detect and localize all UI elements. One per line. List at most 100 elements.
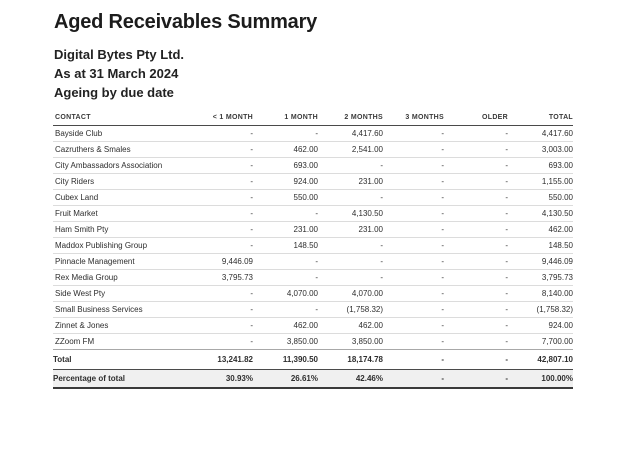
amount-cell: - (383, 253, 444, 270)
amount-cell: - (383, 221, 444, 238)
amount-cell: (1,758.32) (508, 301, 573, 318)
amount-cell: 924.00 (253, 173, 318, 190)
percentage-row: Percentage of total 30.93% 26.61% 42.46% - -1… (53, 369, 573, 389)
amount-cell: - (383, 285, 444, 302)
table-row: ZZoom FM -3,850.00 3,850.00- -7,700.00 (53, 333, 573, 350)
amount-cell: - (444, 221, 508, 238)
receivables-table: CONTACT < 1 MONTH 1 MONTH 2 MONTHS 3 MONTHS O… (53, 110, 573, 389)
amount-cell: - (383, 205, 444, 222)
amount-cell: - (383, 349, 444, 370)
amount-cell: - (193, 189, 253, 206)
column-header: TOTAL (508, 110, 573, 126)
amount-cell: - (444, 173, 508, 190)
table-row: Rex Media Group 3,795.73- - - -3,795.73 (53, 269, 573, 286)
amount-cell: - (193, 205, 253, 222)
column-header: OLDER (444, 110, 508, 126)
column-header: 1 MONTH (253, 110, 318, 126)
amount-cell: - (193, 157, 253, 174)
contact-name: Ham Smith Pty (53, 221, 193, 238)
report-title: Aged Receivables Summary (54, 11, 318, 33)
amount-cell: 148.50 (253, 237, 318, 254)
amount-cell: 550.00 (253, 189, 318, 206)
amount-cell: - (444, 301, 508, 318)
contact-name: Small Business Services (53, 301, 193, 318)
amount-cell: 42,807.10 (508, 349, 573, 370)
amount-cell: 462.00 (318, 317, 383, 334)
amount-cell: - (383, 173, 444, 190)
amount-cell: 4,070.00 (253, 285, 318, 302)
amount-cell: - (383, 157, 444, 174)
table-row: Cazruthers & Smales -462.00 2,541.00- -3,00… (53, 141, 573, 158)
amount-cell: 9,446.09 (508, 253, 573, 270)
contact-name: City Riders (53, 173, 193, 190)
amount-cell: - (383, 269, 444, 286)
amount-cell: - (444, 141, 508, 158)
amount-cell: 11,390.50 (253, 349, 318, 370)
amount-cell: - (444, 285, 508, 302)
amount-cell: - (193, 221, 253, 238)
amount-cell: 3,795.73 (508, 269, 573, 286)
report-as-at-date: As at 31 March 2024 (54, 66, 179, 81)
amount-cell: - (383, 141, 444, 158)
report-page: Aged Receivables Summary Digital Bytes P… (53, 10, 573, 389)
contact-name: Maddox Publishing Group (53, 237, 193, 254)
amount-cell: - (253, 301, 318, 318)
amount-cell: 42.46% (318, 369, 383, 389)
amount-cell: 4,130.50 (318, 205, 383, 222)
percentage-label: Percentage of total (53, 369, 193, 389)
amount-cell: 4,130.50 (508, 205, 573, 222)
amount-cell: - (444, 349, 508, 370)
contact-name: ZZoom FM (53, 333, 193, 350)
amount-cell: 462.00 (253, 317, 318, 334)
amount-cell: - (318, 237, 383, 254)
amount-cell: - (383, 317, 444, 334)
amount-cell: 3,003.00 (508, 141, 573, 158)
amount-cell: - (318, 189, 383, 206)
amount-cell: - (383, 301, 444, 318)
column-header-contact: CONTACT (53, 110, 193, 126)
table-row: Fruit Market - -4,130.50- -4,130.50 (53, 205, 573, 222)
table-footer: Total 13,241.82 11,390.50 18,174.78- -42,807… (53, 349, 573, 389)
column-header: < 1 MONTH (193, 110, 253, 126)
amount-cell: - (318, 253, 383, 270)
total-row: Total 13,241.82 11,390.50 18,174.78- -42,807… (53, 349, 573, 370)
amount-cell: - (444, 237, 508, 254)
amount-cell: - (444, 253, 508, 270)
amount-cell: 231.00 (253, 221, 318, 238)
amount-cell: - (444, 125, 508, 142)
amount-cell: 1,155.00 (508, 173, 573, 190)
amount-cell: - (444, 333, 508, 350)
amount-cell: 4,070.00 (318, 285, 383, 302)
amount-cell: 462.00 (253, 141, 318, 158)
amount-cell: 2,541.00 (318, 141, 383, 158)
amount-cell: 693.00 (508, 157, 573, 174)
amount-cell: - (193, 125, 253, 142)
amount-cell: - (193, 285, 253, 302)
amount-cell: - (444, 205, 508, 222)
amount-cell: - (318, 157, 383, 174)
amount-cell: - (193, 301, 253, 318)
column-header: 3 MONTHS (383, 110, 444, 126)
report-company: Digital Bytes Pty Ltd. (54, 47, 185, 62)
amount-cell: 924.00 (508, 317, 573, 334)
amount-cell: 18,174.78 (318, 349, 383, 370)
amount-cell: - (193, 317, 253, 334)
amount-cell: - (193, 173, 253, 190)
amount-cell: 3,795.73 (193, 269, 253, 286)
amount-cell: - (253, 269, 318, 286)
table-body: Bayside Club - -4,417.60- -4,417.60 Cazruthe… (53, 125, 573, 350)
contact-name: Cazruthers & Smales (53, 141, 193, 158)
table-row: Maddox Publishing Group -148.50- - -148.50 (53, 237, 573, 254)
table-header-row: CONTACT < 1 MONTH 1 MONTH 2 MONTHS 3 MONTHS O… (53, 110, 573, 126)
amount-cell: 30.93% (193, 369, 253, 389)
amount-cell: - (383, 237, 444, 254)
table-row: Bayside Club - -4,417.60- -4,417.60 (53, 125, 573, 142)
amount-cell: 231.00 (318, 221, 383, 238)
amount-cell: 148.50 (508, 237, 573, 254)
amount-cell: - (383, 189, 444, 206)
amount-cell: 26.61% (253, 369, 318, 389)
amount-cell: 462.00 (508, 221, 573, 238)
amount-cell: - (193, 333, 253, 350)
contact-name: Bayside Club (53, 125, 193, 142)
contact-name: Rex Media Group (53, 269, 193, 286)
